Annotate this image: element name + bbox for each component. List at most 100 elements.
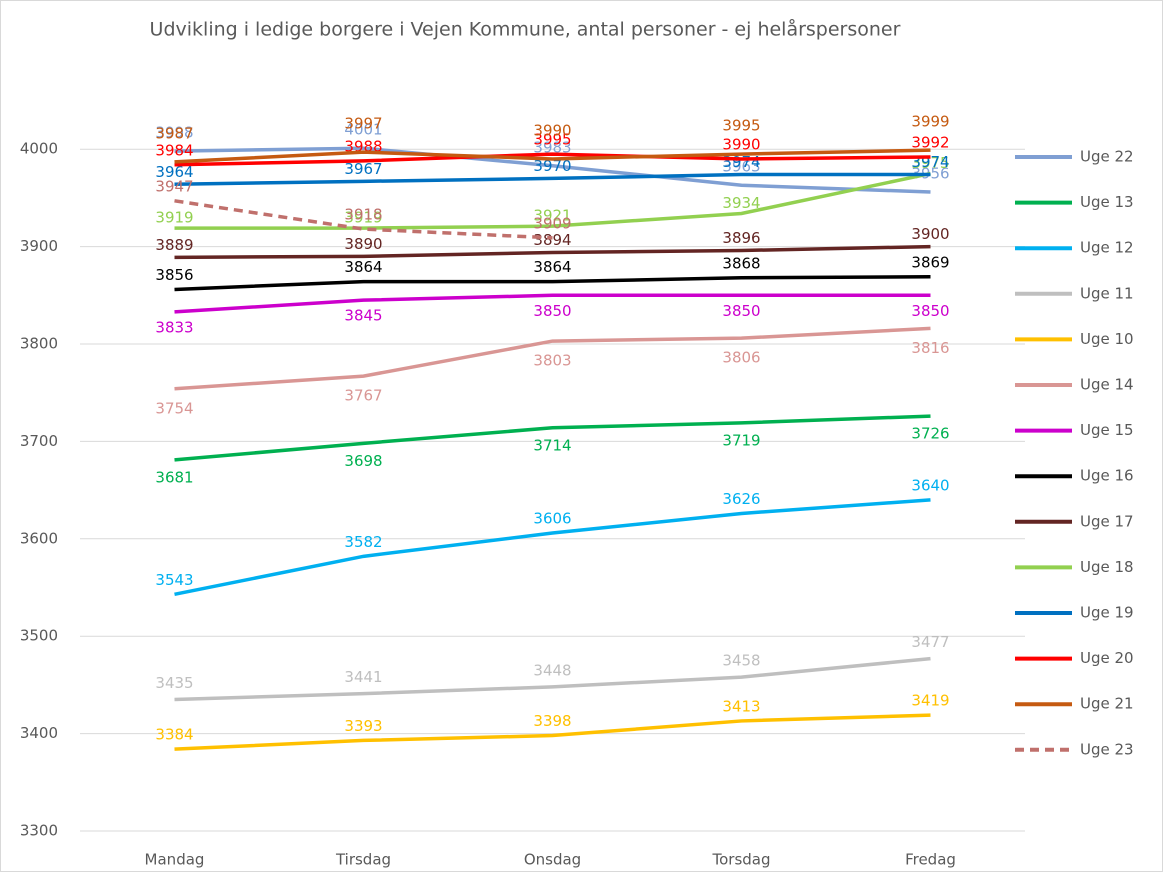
series-line [174,414,931,462]
data-label: 3726 [911,425,949,443]
data-label: 3681 [155,468,193,486]
y-tick-label: 3400 [20,724,58,742]
y-tick-label: 3700 [20,432,58,450]
chart-title: Udvikling i ledige borgere i Vejen Kommu… [150,18,901,41]
data-label: 3767 [344,387,382,405]
data-label: 3435 [155,674,193,692]
legend-label: Uge 20 [1080,649,1134,667]
data-label: 3477 [911,633,949,651]
series-line [174,244,931,260]
legend-label: Uge 16 [1080,467,1134,485]
series-line [174,713,931,751]
data-label: 3856 [155,266,193,284]
series-line [174,656,931,702]
series-line [174,148,931,164]
data-label: 3833 [155,318,193,336]
data-label: 3919 [155,209,193,227]
data-label: 3754 [155,399,193,417]
data-label: 3967 [344,160,382,178]
data-label: 3997 [344,115,382,133]
x-tick-label: Fredag [905,851,956,869]
y-tick-label: 3300 [20,822,58,840]
data-label: 3850 [722,302,760,320]
series-line [174,146,931,194]
data-label: 3626 [722,490,760,508]
x-tick-label: Tirsdag [335,851,391,869]
data-label: 3992 [911,133,949,151]
x-tick-label: Torsdag [711,851,770,869]
data-label: 3990 [722,135,760,153]
y-tick-label: 3600 [20,529,58,547]
data-label: 3806 [722,349,760,367]
data-label: 3398 [533,712,571,730]
data-label: 3845 [344,307,382,325]
data-label: 3413 [722,697,760,715]
data-label: 4001 [344,121,382,139]
data-label: 3934 [722,194,760,212]
legend-label: Uge 23 [1080,740,1134,758]
data-label: 3714 [533,436,571,454]
legend-label: Uge 10 [1080,330,1134,348]
data-label: 3868 [722,254,760,272]
data-label: 3918 [344,206,382,224]
data-label: 3864 [533,258,571,276]
data-label: 3947 [155,177,193,195]
data-label: 3850 [533,302,571,320]
data-label: 3384 [155,726,193,744]
legend-label: Uge 21 [1080,695,1134,713]
series-line [174,293,931,314]
y-tick-label: 3800 [20,335,58,353]
legend-label: Uge 15 [1080,421,1134,439]
data-label: 3999 [911,113,949,131]
data-label: 3995 [533,131,571,149]
data-label: 3909 [533,214,571,232]
data-label: 3698 [344,452,382,470]
data-label: 3964 [155,163,193,181]
data-label: 3719 [722,431,760,449]
data-label: 3393 [344,717,382,735]
data-label: 3900 [911,225,949,243]
data-label: 3984 [155,141,193,159]
legend-label: Uge 19 [1080,604,1134,622]
data-label: 3869 [911,253,949,271]
data-label: 3816 [911,339,949,357]
data-label: 3803 [533,352,571,370]
data-label: 3640 [911,476,949,494]
data-label: 3963 [722,158,760,176]
legend-label: Uge 22 [1080,148,1134,166]
data-label: 3995 [722,117,760,135]
series-line [174,498,931,597]
data-label: 3998 [155,124,193,142]
data-label: 3921 [533,207,571,225]
legend-label: Uge 18 [1080,558,1134,576]
series-line [174,171,931,230]
series-line [174,199,553,240]
data-label: 3441 [344,668,382,686]
data-label: 3543 [155,571,193,589]
legend-label: Uge 12 [1080,239,1134,257]
x-tick-label: Mandag [145,851,205,869]
series-line [174,326,931,391]
data-label: 3896 [722,229,760,247]
y-tick-label: 3500 [20,627,58,645]
data-label: 3448 [533,661,571,679]
data-label: 3987 [155,124,193,142]
x-tick-label: Onsdag [524,851,581,869]
legend-label: Uge 11 [1080,284,1134,302]
y-tick-label: 4000 [20,140,58,158]
data-label: 3606 [533,509,571,527]
data-label: 3889 [155,236,193,254]
data-label: 3582 [344,533,382,551]
data-label: 3419 [911,692,949,710]
data-label: 3990 [533,121,571,139]
data-label: 3864 [344,258,382,276]
data-label: 3458 [722,652,760,670]
data-label: 3890 [344,235,382,253]
series-line [174,152,931,167]
legend-label: Uge 14 [1080,376,1134,394]
data-label: 3970 [533,157,571,175]
data-label: 3983 [533,138,571,156]
legend-label: Uge 17 [1080,512,1134,530]
